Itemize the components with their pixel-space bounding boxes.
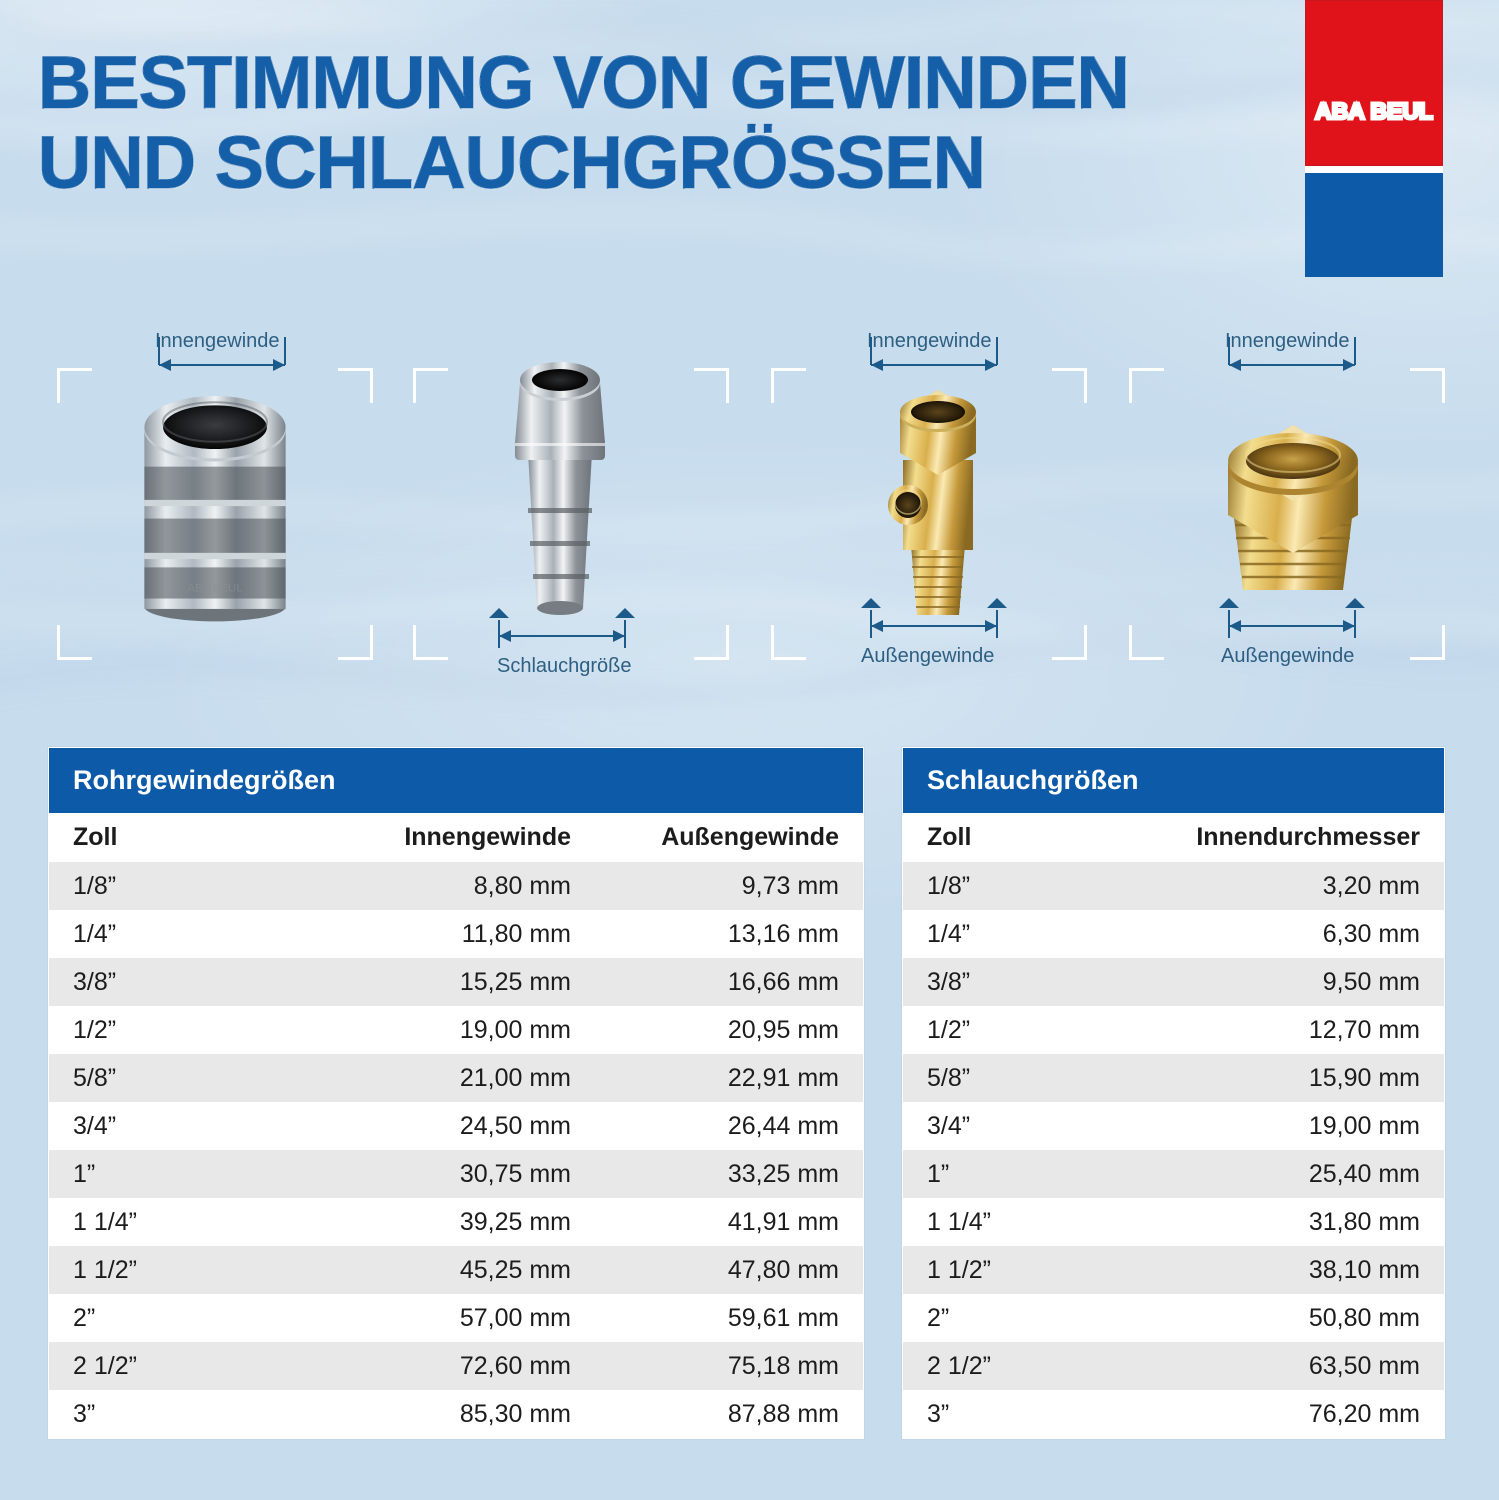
svg-text:ABA BEUL: ABA BEUL: [187, 582, 242, 594]
